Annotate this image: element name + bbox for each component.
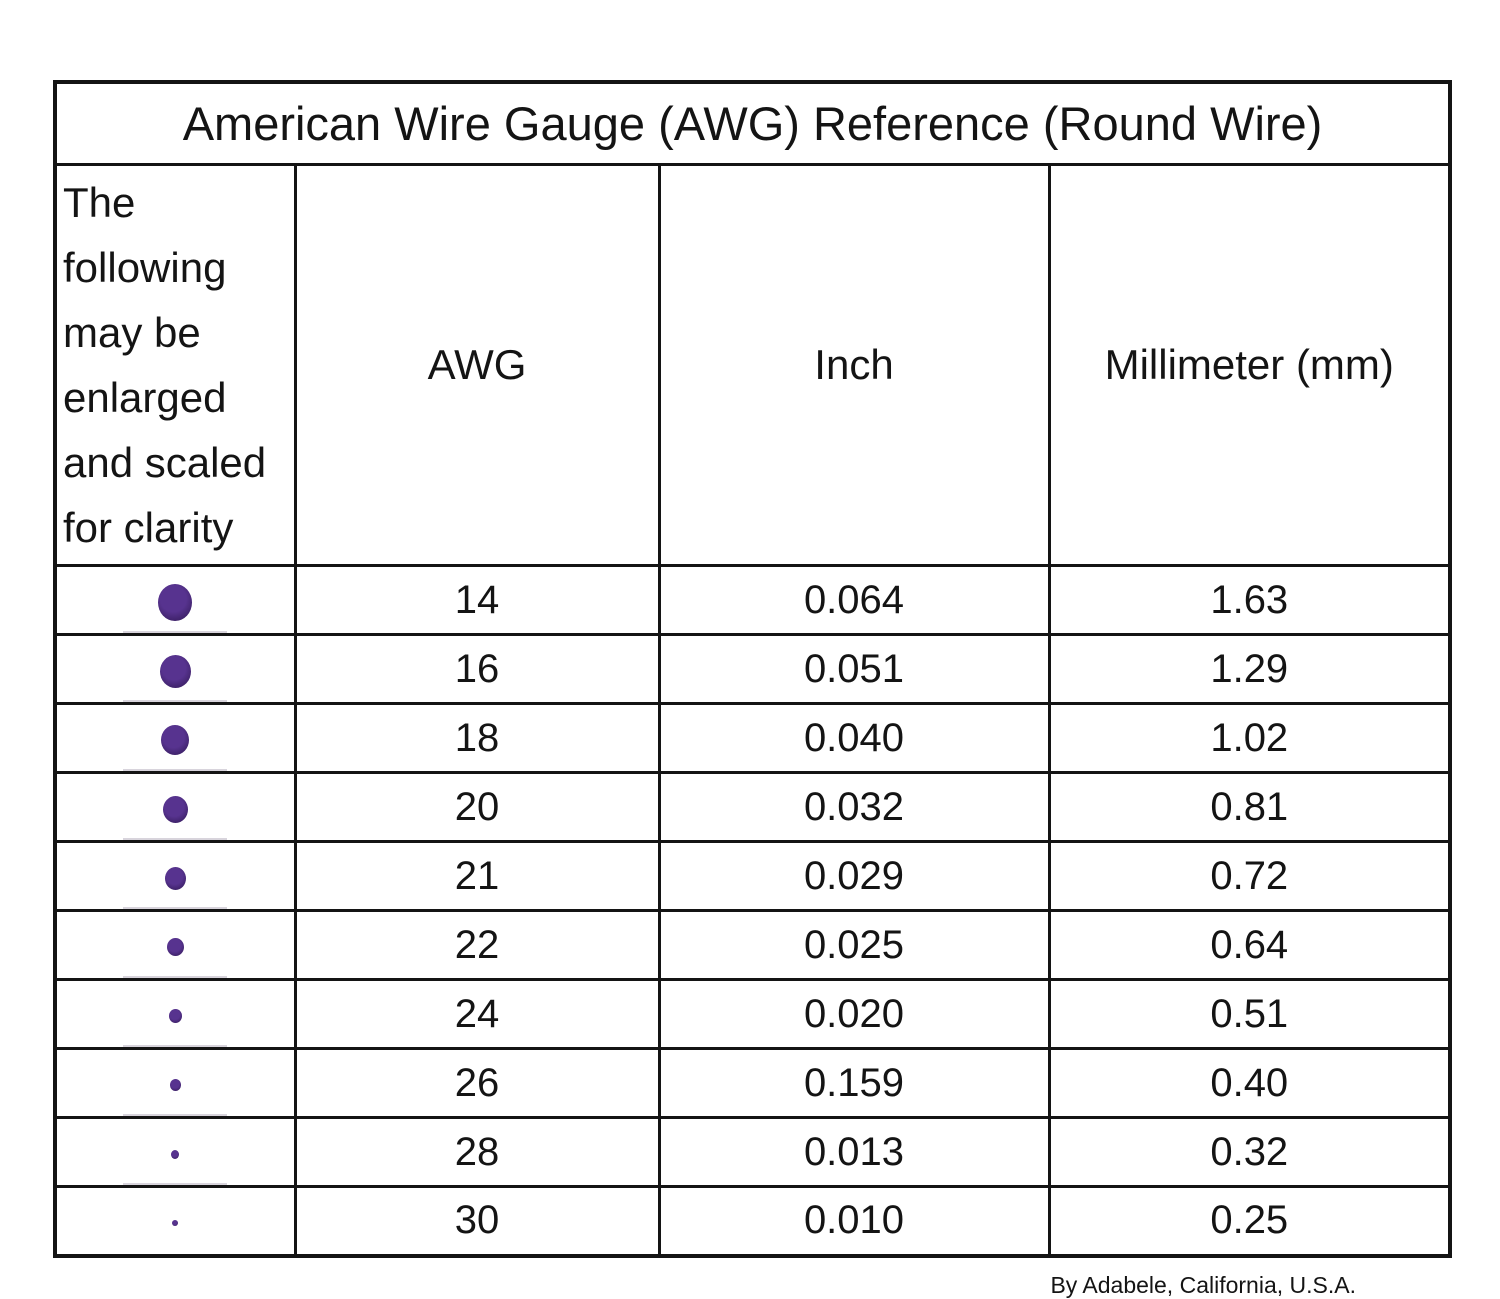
mm-cell: 0.64	[1047, 909, 1452, 982]
mm-cell: 0.40	[1047, 1047, 1452, 1120]
table-row: 28 0.013 0.32	[53, 1116, 1452, 1189]
wire-size-dot-icon	[162, 795, 188, 823]
awg-table: American Wire Gauge (AWG) Reference (Rou…	[53, 80, 1453, 1258]
dot-cell	[53, 1047, 297, 1120]
table-title: American Wire Gauge (AWG) Reference (Rou…	[53, 80, 1452, 166]
column-header-inch: Inch	[657, 162, 1051, 568]
table-row: 18 0.040 1.02	[53, 702, 1452, 775]
table-row: 16 0.051 1.29	[53, 633, 1452, 706]
wire-size-dot-icon	[159, 654, 191, 688]
wire-size-dot-icon	[168, 1009, 182, 1023]
header-row: The following may be enlarged and scaled…	[53, 162, 1452, 568]
inch-cell: 0.159	[657, 1047, 1051, 1120]
mm-cell: 0.81	[1047, 771, 1452, 844]
dot-cell	[53, 909, 297, 982]
mm-cell: 1.02	[1047, 702, 1452, 775]
dot-cell	[53, 978, 297, 1051]
awg-cell: 18	[293, 702, 661, 775]
table-row: 30 0.010 0.25	[53, 1185, 1452, 1258]
wire-size-dot-icon	[161, 725, 190, 755]
awg-cell: 21	[293, 840, 661, 913]
mm-cell: 0.32	[1047, 1116, 1452, 1189]
dot-cell	[53, 771, 297, 844]
mm-cell: 0.51	[1047, 978, 1452, 1051]
dot-cell	[53, 633, 297, 706]
inch-cell: 0.020	[657, 978, 1051, 1051]
note-cell: The following may be enlarged and scaled…	[53, 162, 297, 568]
awg-cell: 22	[293, 909, 661, 982]
column-header-awg: AWG	[293, 162, 661, 568]
table-row: 22 0.025 0.64	[53, 909, 1452, 982]
footer-credit: By Adabele, California, U.S.A.	[1050, 1271, 1356, 1298]
dot-cell	[53, 1185, 297, 1258]
wire-size-dot-icon	[158, 583, 193, 621]
table-row: 20 0.032 0.81	[53, 771, 1452, 844]
wire-size-dot-icon	[169, 1079, 181, 1091]
awg-cell: 28	[293, 1116, 661, 1189]
dot-cell	[53, 564, 297, 637]
title-row: American Wire Gauge (AWG) Reference (Rou…	[53, 80, 1452, 166]
wire-size-dot-icon	[172, 1219, 179, 1226]
mm-cell: 0.72	[1047, 840, 1452, 913]
inch-cell: 0.013	[657, 1116, 1051, 1189]
dot-cell	[53, 840, 297, 913]
mm-cell: 0.25	[1047, 1185, 1452, 1258]
inch-cell: 0.029	[657, 840, 1051, 913]
inch-cell: 0.025	[657, 909, 1051, 982]
table-row: 21 0.029 0.72	[53, 840, 1452, 913]
inch-cell: 0.010	[657, 1185, 1051, 1258]
dot-cell	[53, 1116, 297, 1189]
column-header-mm: Millimeter (mm)	[1047, 162, 1452, 568]
mm-cell: 1.63	[1047, 564, 1452, 637]
table-body: American Wire Gauge (AWG) Reference (Rou…	[53, 80, 1452, 1258]
inch-cell: 0.051	[657, 633, 1051, 706]
inch-cell: 0.040	[657, 702, 1051, 775]
wire-size-dot-icon	[171, 1149, 180, 1159]
awg-cell: 14	[293, 564, 661, 637]
inch-cell: 0.032	[657, 771, 1051, 844]
awg-cell: 24	[293, 978, 661, 1051]
awg-cell: 20	[293, 771, 661, 844]
mm-cell: 1.29	[1047, 633, 1452, 706]
wire-size-dot-icon	[166, 938, 184, 956]
table-row: 24 0.020 0.51	[53, 978, 1452, 1051]
inch-cell: 0.064	[657, 564, 1051, 637]
dot-cell	[53, 702, 297, 775]
awg-cell: 26	[293, 1047, 661, 1120]
awg-reference-sheet: American Wire Gauge (AWG) Reference (Rou…	[53, 80, 1453, 1299]
wire-size-dot-icon	[164, 866, 186, 890]
table-row: 26 0.159 0.40	[53, 1047, 1452, 1120]
awg-cell: 30	[293, 1185, 661, 1258]
awg-cell: 16	[293, 633, 661, 706]
table-row: 14 0.064 1.63	[53, 564, 1452, 637]
